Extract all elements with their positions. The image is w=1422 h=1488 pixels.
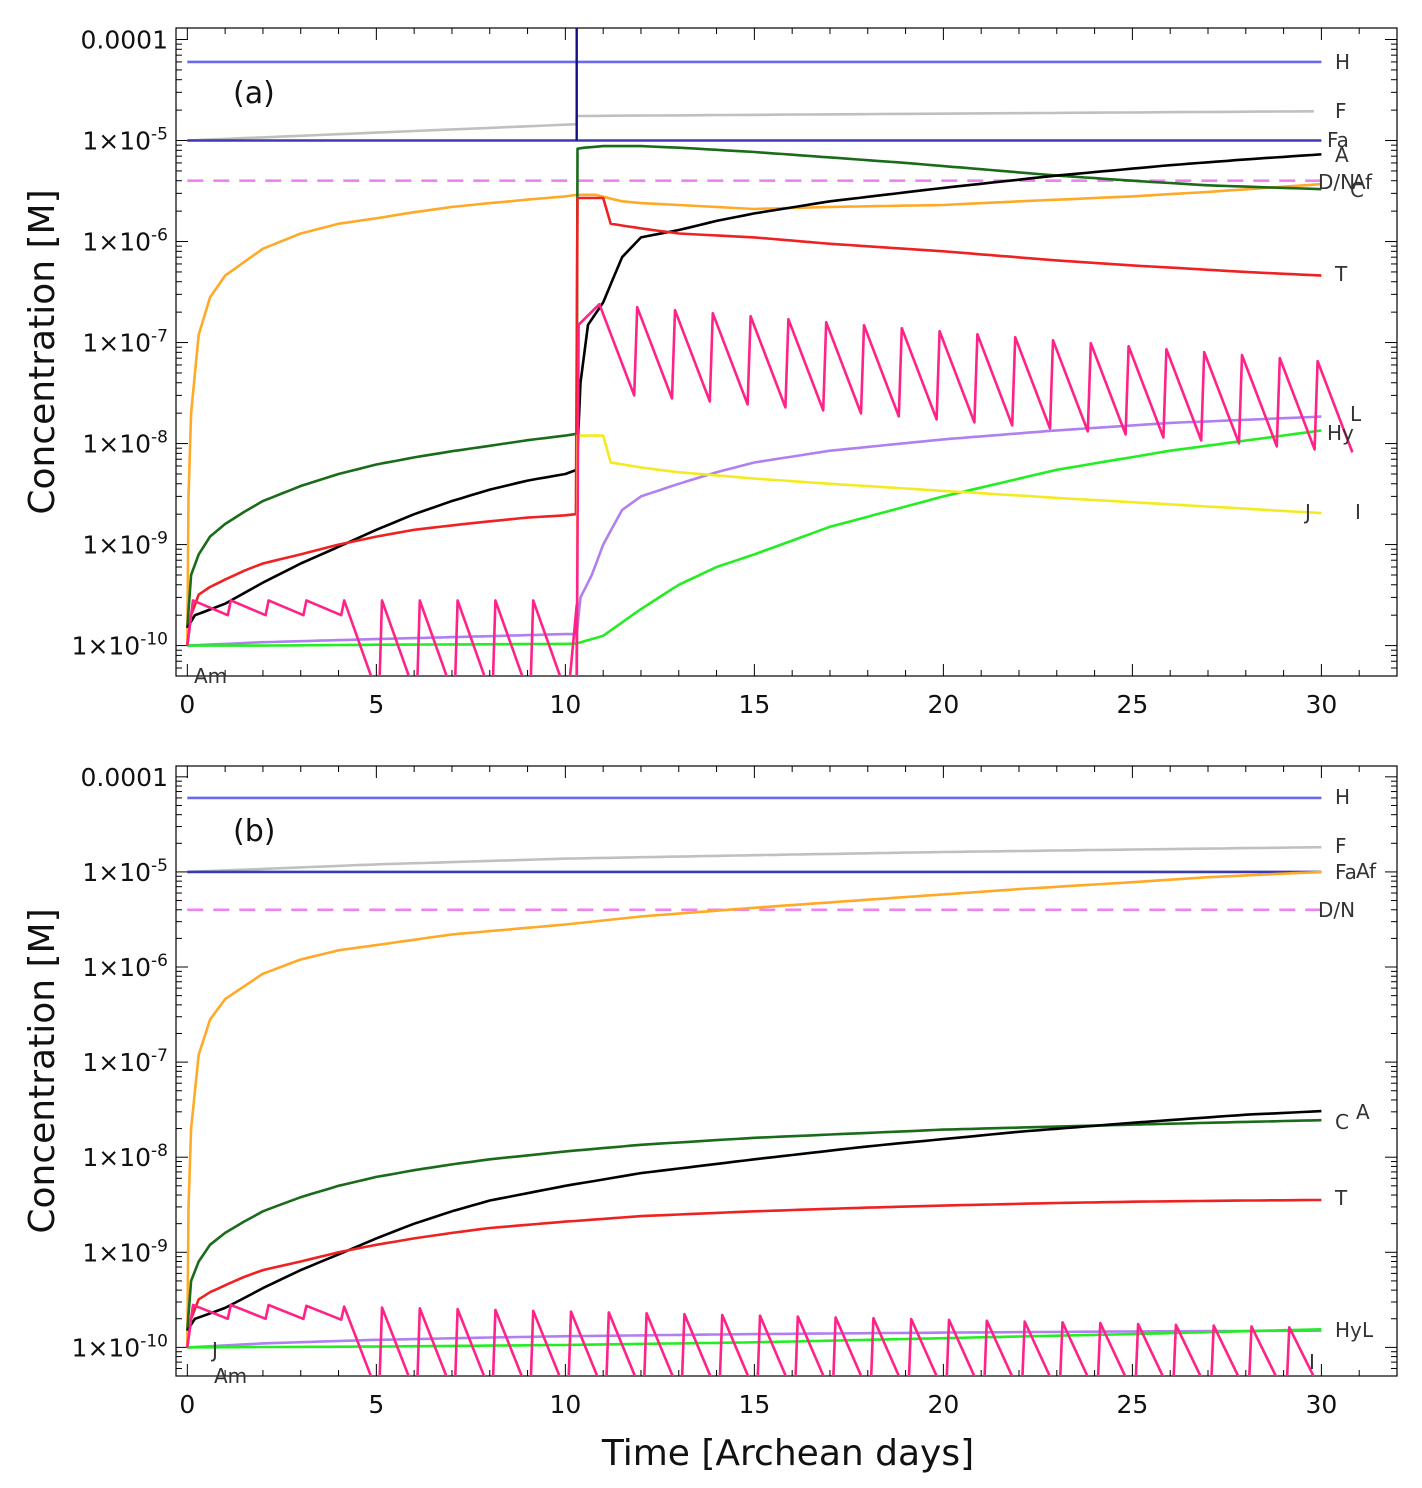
series-line-i xyxy=(186,302,1354,676)
series-line-j xyxy=(575,434,1322,676)
series-label-f: F xyxy=(1335,99,1347,123)
plot-frame xyxy=(175,765,1398,1377)
x-tick-label: 15 xyxy=(738,690,770,719)
series-label-af: Af xyxy=(1352,170,1373,194)
y-tick-label: 0.0001 xyxy=(81,26,168,55)
series-label-fa: Fa xyxy=(1327,128,1349,152)
series-line-af xyxy=(186,182,1322,646)
y-tick-label: 1×10-9 xyxy=(82,529,168,560)
series-label-i: I xyxy=(1309,1350,1315,1374)
series-label-h: H xyxy=(1335,785,1350,809)
series-label-h: H xyxy=(1335,50,1350,74)
x-tick-label: 0 xyxy=(179,1390,195,1419)
y-tick-label: 1×10-10 xyxy=(72,1331,168,1362)
series-label-l: L xyxy=(1350,402,1362,426)
y-tick-label: 1×10-10 xyxy=(72,630,168,661)
series-line-l xyxy=(187,415,1322,647)
series-label-a: A xyxy=(1356,1100,1370,1124)
x-tick-label: 30 xyxy=(1305,690,1337,719)
series-label-j: J xyxy=(1303,500,1311,524)
series-label-d-n: D/N xyxy=(1318,898,1355,922)
series-line-hy xyxy=(187,1328,1322,1349)
y-tick-label: 1×10-5 xyxy=(82,125,168,156)
x-tick-label: 15 xyxy=(738,1390,770,1419)
x-tick-label: 5 xyxy=(368,1390,384,1419)
series-line-c xyxy=(186,1118,1322,1331)
series-line-af xyxy=(186,870,1322,1348)
series-label-hy: Hy xyxy=(1335,1318,1362,1342)
x-axis-title: Time [Archean days] xyxy=(601,1433,974,1474)
series-line-i xyxy=(186,1303,1315,1376)
panel-b: 0.0001 1×10-5 1×10-6 1×10-7 1×10-8 1×10-9 1×10… xyxy=(22,763,1398,1419)
y-tick-label: 1×10-9 xyxy=(82,1236,168,1267)
series-line-c xyxy=(186,144,1322,628)
y-tick-label: 0.0001 xyxy=(81,763,168,792)
x-tick-label: 10 xyxy=(549,690,581,719)
series-line-f xyxy=(187,845,1322,874)
x-tick-label: 30 xyxy=(1305,1390,1337,1419)
series-label-f: F xyxy=(1335,834,1347,858)
series-label-d-n: D/N xyxy=(1318,170,1355,194)
series-label-t: T xyxy=(1334,262,1348,286)
y-tick-label: 1×10-7 xyxy=(82,1046,168,1077)
y-tick-label: 1×10-8 xyxy=(82,1141,168,1172)
series-line-a xyxy=(186,153,1322,629)
series-label-fa: Fa xyxy=(1335,860,1357,884)
series-line-t xyxy=(186,1198,1322,1348)
series-line-f xyxy=(187,110,1314,142)
panel-label: (b) xyxy=(233,814,275,849)
y-tick-label: 1×10-6 xyxy=(82,951,168,982)
series-label-i: I xyxy=(1355,500,1361,524)
series-line-hy xyxy=(187,429,1322,647)
series-label-t: T xyxy=(1334,1186,1348,1210)
series-line-l xyxy=(187,1329,1322,1349)
series-label-c: C xyxy=(1350,178,1364,202)
panel-a: 0.0001 1×10-5 1×10-6 1×10-7 1×10-8 1×10-9 1×10… xyxy=(22,26,1398,719)
y-tick-label: 1×10-5 xyxy=(82,856,168,887)
series-line-t xyxy=(186,196,1322,646)
panel-label: (a) xyxy=(233,76,275,111)
series-label-j: J xyxy=(210,1338,218,1362)
series-line-a xyxy=(186,1109,1322,1332)
x-tick-label: 5 xyxy=(368,690,384,719)
series-label-am: Am xyxy=(214,1364,247,1388)
series-label-l: L xyxy=(1362,1318,1374,1342)
series-label-af: Af xyxy=(1356,859,1377,883)
x-tick-label: 20 xyxy=(927,1390,959,1419)
y-axis-title: Concentration [M] xyxy=(22,189,63,514)
y-axis-title: Concentration [M] xyxy=(22,908,63,1233)
x-tick-label: 20 xyxy=(927,690,959,719)
x-tick-label: 0 xyxy=(179,690,195,719)
x-tick-label: 25 xyxy=(1116,690,1148,719)
y-tick-label: 1×10-7 xyxy=(82,327,168,358)
x-tick-label: 10 xyxy=(549,1390,581,1419)
series-label-am: Am xyxy=(194,664,227,688)
series-label-c: C xyxy=(1335,1110,1349,1134)
series-label-a: A xyxy=(1335,143,1349,167)
y-tick-label: 1×10-8 xyxy=(82,428,168,459)
series-label-hy: Hy xyxy=(1327,421,1354,445)
y-tick-label: 1×10-6 xyxy=(82,226,168,257)
x-tick-label: 25 xyxy=(1116,1390,1148,1419)
